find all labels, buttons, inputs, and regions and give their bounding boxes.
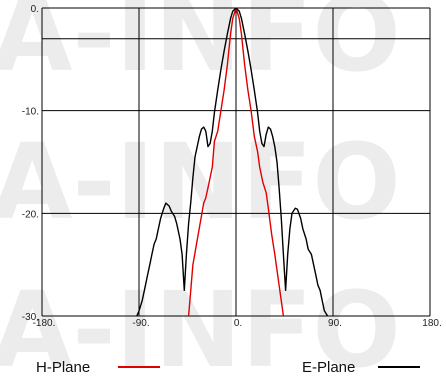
x-tick-label: 0. [234, 318, 242, 329]
axes: -180. -90. 0. 90. 180. 0. -10. -20. -30. [22, 4, 442, 329]
series-line-e-plane [136, 8, 329, 316]
x-tick-label: 180. [422, 318, 441, 329]
grid [41, 7, 431, 317]
series-line-h-plane [187, 8, 285, 316]
series-layer [136, 8, 329, 316]
x-tick-label: -90. [132, 318, 149, 329]
y-tick-label: -20. [22, 209, 39, 220]
legend-label-e-plane: E-Plane [302, 359, 355, 376]
y-tick-label: -10. [22, 107, 39, 118]
watermark-text: A-INFO [0, 269, 401, 380]
y-tick-label: 0. [31, 4, 39, 15]
x-tick-label: -180. [33, 318, 56, 329]
x-tick-label: 90. [328, 318, 342, 329]
legend-label-h-plane: H-Plane [36, 359, 90, 376]
legend: H-Plane E-Plane [36, 359, 420, 376]
watermark-text: A-INFO [0, 0, 401, 95]
y-tick-label: -30. [22, 312, 39, 323]
